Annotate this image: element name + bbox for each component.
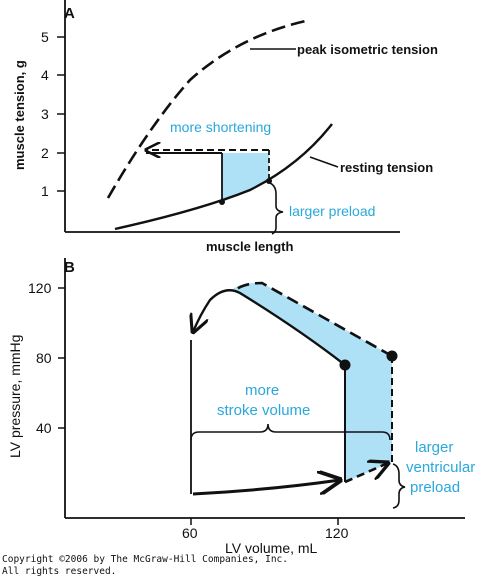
panel-b-ticks <box>58 287 339 525</box>
panel-a-y-ticks <box>57 36 65 192</box>
panel-a-shaded-area <box>222 153 269 202</box>
more-shortening-label: more shortening <box>170 119 271 135</box>
panel-a-y-axis-title: muscle tension, g <box>12 60 27 170</box>
peak-isometric-label: peak isometric tension <box>297 42 438 57</box>
stroke-volume-label: stroke volume <box>217 402 310 419</box>
resting-tension-label: resting tension <box>340 160 433 175</box>
loop-solid-bottom <box>192 480 340 496</box>
ventricular-label: ventricular <box>406 459 475 476</box>
stroke-volume-brace <box>190 423 391 441</box>
copyright-line-2: All rights reserved. <box>2 566 117 577</box>
panel-a: A 1 2 3 4 5 muscle tension, g muscle len… <box>12 0 438 254</box>
panel-b-tick-120x: 120 <box>325 525 349 541</box>
panel-b-preload-brace <box>392 463 406 509</box>
panel-a-preload-brace <box>269 182 284 235</box>
panel-a-tick-3: 3 <box>41 106 49 122</box>
panel-b-label: B <box>64 259 75 276</box>
copyright-line-1: Copyright ©2006 by The McGraw-Hill Compa… <box>2 554 288 565</box>
panel-a-point-small <box>219 199 225 205</box>
panel-b-tick-60: 60 <box>182 525 198 541</box>
panel-b-point-inner <box>339 359 351 371</box>
panel-a-x-axis-title: muscle length <box>206 239 293 254</box>
more-label: more <box>245 382 279 399</box>
panel-b-tick-80: 80 <box>36 350 52 366</box>
loop-dashed-bottom <box>344 463 388 484</box>
larger-preload-label: larger preload <box>289 203 375 219</box>
rest-label-leader <box>309 156 339 168</box>
panel-b-y-axis-title: LV pressure, mmHg <box>7 335 23 458</box>
panel-a-tick-5: 5 <box>41 29 49 45</box>
preload-label: preload <box>410 479 460 496</box>
resting-tension-curve <box>114 123 333 231</box>
panel-b-tick-40: 40 <box>36 420 52 436</box>
loop-solid-top <box>193 289 346 366</box>
panel-a-tick-4: 4 <box>41 67 49 83</box>
panel-b: B 120 80 40 60 120 LV pressure, mmHg LV … <box>7 258 475 556</box>
panel-b-x-axis-title: LV volume, mL <box>225 540 318 556</box>
peak-isometric-curve <box>106 18 311 199</box>
panel-a-label: A <box>64 5 75 22</box>
copyright-notice: Copyright ©2006 by The McGraw-Hill Compa… <box>2 554 288 578</box>
panel-b-point-outer <box>386 350 398 362</box>
panel-a-tick-1: 1 <box>41 183 49 199</box>
panel-b-tick-120: 120 <box>28 280 52 296</box>
panel-a-tick-2: 2 <box>41 145 49 161</box>
larger-label: larger <box>415 439 453 456</box>
loop-dashed-top <box>234 281 393 358</box>
